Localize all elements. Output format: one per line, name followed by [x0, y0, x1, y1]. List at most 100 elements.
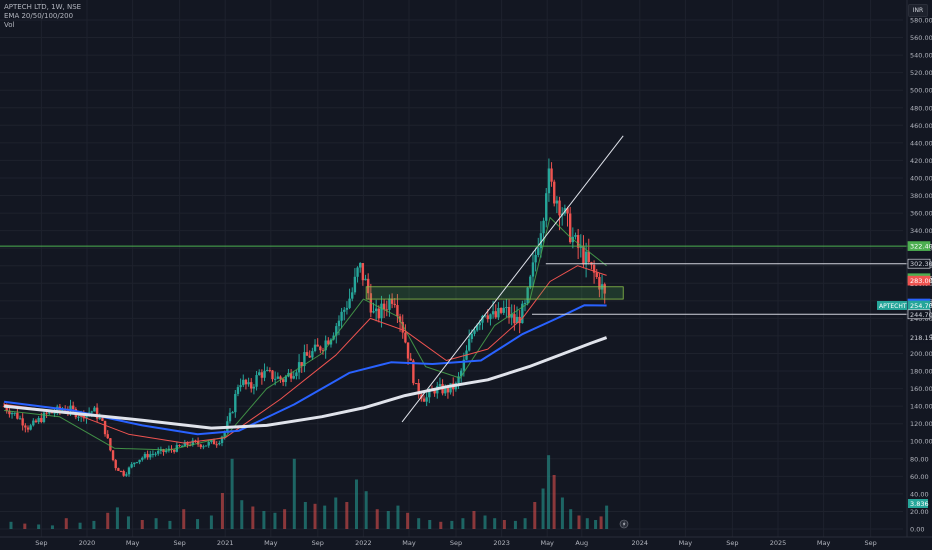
candle-body [340, 311, 343, 321]
support-zone [365, 286, 624, 300]
candle-body [289, 372, 293, 379]
candle-body [467, 338, 471, 351]
candle-body [234, 393, 237, 413]
time-tick-label: May [679, 539, 693, 547]
candle-body [252, 386, 256, 389]
candle-body [146, 453, 149, 458]
candle-body [444, 386, 447, 394]
candle-body [374, 308, 378, 312]
volume-bar [472, 511, 476, 529]
candle-body [475, 325, 479, 331]
candle-body [69, 405, 72, 411]
candle-body [239, 385, 242, 388]
price-tick-label: 160.00 [910, 385, 932, 393]
volume-bar [78, 522, 82, 529]
candle-body [263, 370, 266, 378]
candle-body [534, 254, 537, 263]
candle-body [595, 272, 598, 277]
candle-body [335, 326, 338, 336]
candle-body [457, 376, 460, 384]
candle-body [470, 333, 474, 339]
volume-bar [209, 515, 213, 529]
candle-body [582, 245, 585, 265]
candle-body [537, 248, 540, 255]
price-tick-label: 20.00 [910, 508, 929, 516]
price-tick-label: 360.00 [910, 210, 932, 218]
candle-body [114, 460, 117, 469]
price-tick-label: 340.00 [910, 227, 932, 235]
ema-100-line [3, 304, 607, 436]
candle-body [518, 316, 521, 324]
volume-bar [313, 503, 317, 529]
volume-bar [364, 491, 368, 529]
candle-body [568, 213, 572, 243]
candle-body [502, 307, 505, 313]
candle-body [406, 342, 410, 359]
time-tick-label: 2022 [355, 539, 372, 547]
candle-body [242, 379, 245, 386]
candle-body [353, 276, 357, 293]
candle-body [8, 410, 11, 415]
price-badge-label: 322.40 [910, 243, 932, 251]
candle-body [417, 383, 420, 395]
price-tick-label: 520.00 [910, 69, 932, 77]
price-badge [907, 258, 931, 269]
candle-body [281, 379, 285, 383]
time-tick-label: 2021 [217, 539, 234, 547]
time-tick-label: Aug [575, 539, 588, 547]
candle-body [212, 440, 216, 445]
candle-body [220, 436, 224, 443]
legend-ema: EMA 20/50/100/200 [4, 12, 74, 20]
candle-body [497, 307, 500, 318]
time-tick-label: May [126, 539, 140, 547]
candle-body [10, 413, 14, 415]
candle-body [186, 442, 189, 445]
candle-body [143, 453, 147, 458]
candle-body [210, 440, 213, 443]
volume-bar [262, 511, 266, 529]
candle-body [529, 276, 532, 288]
candle-body [345, 307, 349, 310]
time-tick-label: Sep [450, 539, 462, 547]
candle-body [327, 340, 330, 345]
candle-body [244, 379, 248, 385]
candle-body [215, 444, 218, 446]
volume-bar [196, 519, 200, 529]
candle-body [321, 350, 325, 352]
candle-body [348, 298, 351, 308]
volume-bar [126, 516, 130, 529]
candle-body [265, 370, 269, 372]
volume-bar [64, 518, 68, 529]
candle-body [587, 251, 590, 263]
volume-bar [220, 493, 224, 529]
volume-bar [599, 516, 603, 529]
candle-body [401, 321, 404, 333]
time-tick-label: Sep [726, 539, 738, 547]
volume-bar [594, 520, 598, 529]
price-tick-label: 180.00 [910, 368, 932, 376]
volume-bar [513, 520, 517, 529]
candle-body [404, 332, 407, 343]
ema-20-line [4, 217, 607, 451]
candle-body [101, 418, 104, 421]
volume-bar [450, 520, 454, 529]
candle-body [271, 370, 274, 380]
time-tick-label: Sep [35, 539, 47, 547]
volume-bar [168, 520, 172, 529]
candle-body [172, 449, 176, 452]
candle-body [24, 425, 27, 428]
candle-body [446, 386, 450, 393]
candle-body [555, 200, 559, 204]
currency-button[interactable]: INR [908, 4, 928, 17]
volume-bar [483, 515, 487, 529]
volume-bar [493, 518, 497, 529]
price-badge-label: 254.70 [910, 302, 932, 310]
candle-body [545, 193, 548, 221]
candle-body [199, 444, 202, 448]
volume-bar [292, 458, 296, 529]
candle-body [359, 263, 362, 268]
volume-bar [345, 502, 349, 529]
candle-body [16, 412, 19, 419]
